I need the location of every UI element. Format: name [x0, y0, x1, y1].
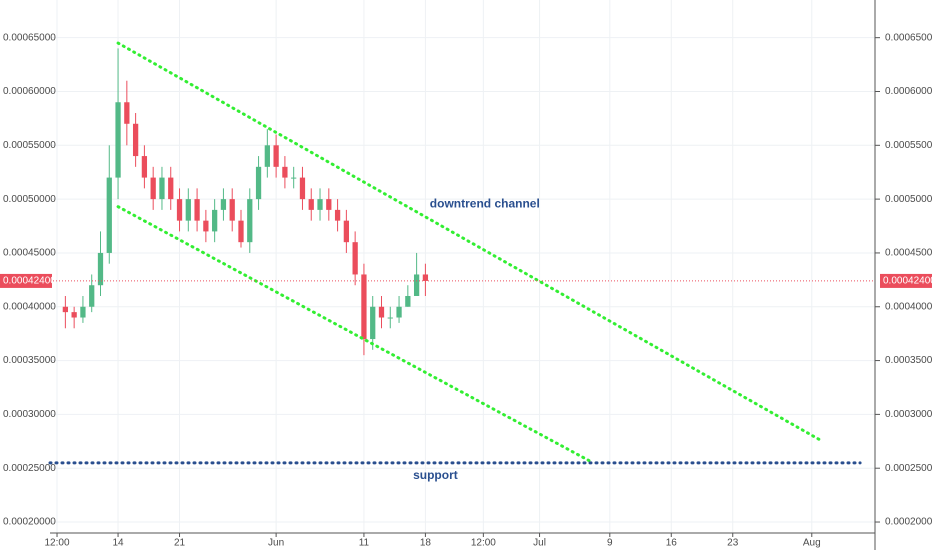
- y-tick-label: 0.00055000: [885, 140, 932, 151]
- x-tick-label: 11: [359, 538, 370, 549]
- x-tick-label: Aug: [803, 538, 821, 549]
- candle-body: [291, 177, 297, 179]
- candle-body: [185, 199, 191, 221]
- y-tick-label: 0.00030000: [885, 409, 932, 420]
- candle-body: [97, 252, 104, 286]
- candle-body: [220, 199, 227, 210]
- candle-body: [124, 102, 130, 124]
- candle-body: [89, 285, 95, 307]
- x-tick-label: 12:00: [471, 538, 496, 549]
- candle-body: [115, 102, 121, 178]
- candle-body: [413, 274, 420, 296]
- candle-body: [387, 317, 393, 319]
- y-tick-label: 0.00025000: [885, 463, 932, 474]
- candle-body: [238, 220, 244, 243]
- candle-body: [141, 156, 148, 178]
- candle-body: [352, 242, 358, 275]
- candle-body: [194, 199, 200, 221]
- x-tick-label: Jun: [268, 538, 284, 549]
- x-tick-label: 23: [727, 538, 739, 549]
- price-label: 0.00042400: [883, 276, 932, 287]
- candle-body: [308, 199, 314, 210]
- candle-body: [343, 220, 350, 243]
- x-tick-label: 21: [174, 538, 186, 549]
- price-label: 0.00042400: [3, 276, 56, 287]
- x-tick-label: 12:00: [45, 538, 70, 549]
- y-tick-label: 0.00055000: [3, 140, 56, 151]
- x-tick-label: Jul: [533, 538, 546, 549]
- price-label-box: [880, 273, 932, 288]
- candle-body: [264, 145, 270, 167]
- annotation: support: [413, 468, 458, 482]
- candle-body: [255, 166, 262, 200]
- candle-body: [273, 145, 279, 167]
- x-tick-label: 18: [420, 538, 432, 549]
- candle-body: [299, 177, 306, 200]
- candle-body: [361, 274, 367, 340]
- annotation: downtrend channel: [430, 197, 540, 211]
- candle-body: [106, 177, 112, 253]
- y-tick-label: 0.00045000: [885, 248, 932, 259]
- candle-body: [396, 306, 402, 318]
- y-tick-label: 0.00060000: [3, 86, 56, 97]
- y-tick-label: 0.00035000: [3, 355, 56, 366]
- candle-body: [282, 166, 288, 178]
- y-tick-label: 0.00040000: [885, 301, 932, 312]
- candle-body: [62, 306, 69, 313]
- x-tick-label: 9: [607, 538, 613, 549]
- y-tick-label: 0.00030000: [3, 409, 56, 420]
- x-tick-label: 16: [666, 538, 678, 549]
- y-tick-label: 0.00025000: [3, 463, 56, 474]
- y-tick-label: 0.00045000: [3, 248, 56, 259]
- candle-body: [317, 199, 323, 210]
- y-tick-label: 0.00065000: [885, 32, 932, 43]
- trendline: [116, 41, 823, 442]
- x-tick-label: 14: [112, 538, 124, 549]
- candle-body: [150, 177, 156, 200]
- candle-body: [229, 199, 235, 221]
- y-tick-label: 0.00050000: [885, 194, 932, 205]
- candle-body: [378, 306, 385, 318]
- candle-body: [203, 220, 209, 232]
- candle-body: [176, 199, 183, 221]
- candle-body: [71, 312, 77, 318]
- candle-body: [212, 209, 218, 232]
- y-tick-label: 0.00020000: [3, 517, 56, 528]
- candle-body: [247, 199, 253, 243]
- candle-body: [334, 209, 341, 221]
- candle-body: [405, 295, 411, 307]
- candle-body: [422, 274, 429, 281]
- y-tick-label: 0.00060000: [885, 86, 932, 97]
- trendline: [116, 205, 595, 465]
- y-tick-label: 0.00020000: [885, 517, 932, 528]
- y-tick-label: 0.00035000: [885, 355, 932, 366]
- price-label-box: [0, 273, 52, 288]
- y-tick-label: 0.00050000: [3, 194, 56, 205]
- candle-body: [370, 306, 376, 340]
- candle-body: [80, 306, 86, 318]
- y-tick-label: 0.00040000: [3, 301, 56, 312]
- candle-body: [159, 177, 165, 200]
- candle-body: [168, 177, 174, 200]
- y-tick-label: 0.00065000: [3, 32, 56, 43]
- candle-body: [326, 199, 332, 210]
- candle-body: [132, 123, 139, 157]
